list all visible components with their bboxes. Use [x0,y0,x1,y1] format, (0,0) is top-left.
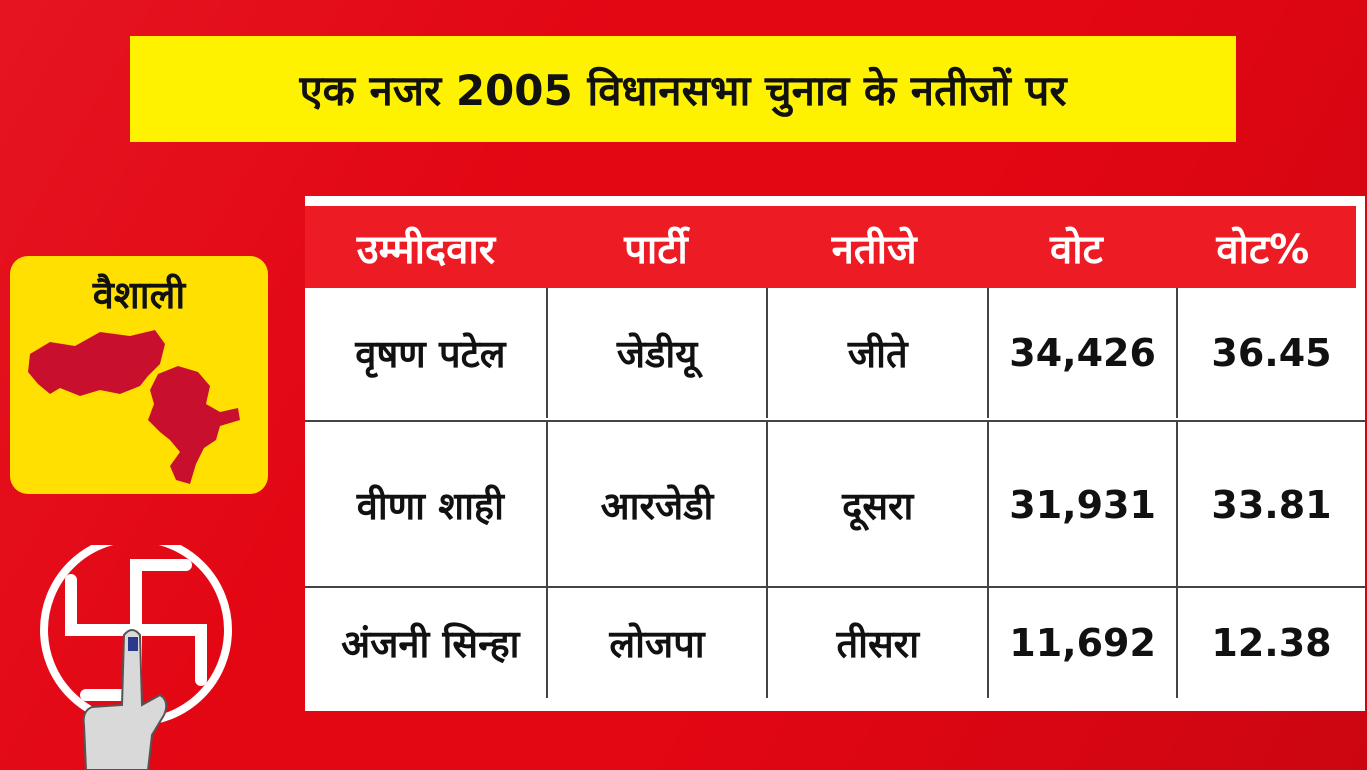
district-map-icon [28,330,240,484]
result-cell: जीते [768,288,990,418]
result-cell: तीसरा [768,588,990,698]
party-cell: आरजेडी [548,422,769,588]
candidate-cell: अंजनी सिन्हा [305,588,548,698]
vote-percent-cell: 12.38 [1211,621,1332,665]
votes-cell: 31,931 [989,422,1179,588]
party-cell: जेडीयू [548,288,769,418]
table-header: उम्मीदवार पार्टी नतीजे वोट वोट% [305,206,1356,288]
result-cell: दूसरा [768,422,990,588]
table-row: वीणा शाही आरजेडी दूसरा 31,931 33.81 [305,420,1365,588]
header-vote-percent: वोट% [1216,226,1310,273]
page-title: एक नजर 2005 विधानसभा चुनाव के नतीजों पर [299,65,1067,115]
results-table: उम्मीदवार पार्टी नतीजे वोट वोट% वृषण पटे… [305,196,1365,711]
vote-percent-cell: 36.45 [1211,331,1332,375]
district-card: वैशाली [10,256,268,494]
header-party: पार्टी [624,226,688,273]
voting-swastik-finger-icon [40,545,232,770]
district-name: वैशाली [92,273,186,317]
title-banner: एक नजर 2005 विधानसभा चुनाव के नतीजों पर [130,36,1236,142]
candidate-cell: वीणा शाही [305,422,548,588]
candidate-cell: वृषण पटेल [305,288,548,418]
header-candidate: उम्मीदवार [356,226,496,273]
table-row: अंजनी सिन्हा लोजपा तीसरा 11,692 12.38 [305,586,1365,698]
votes-cell: 34,426 [989,288,1179,418]
vote-percent-cell: 33.81 [1211,483,1332,527]
table-row: वृषण पटेल जेडीयू जीते 34,426 36.45 [305,288,1365,418]
header-votes: वोट [1049,226,1103,273]
header-result: नतीजे [831,226,917,273]
party-cell: लोजपा [548,588,769,698]
votes-cell: 11,692 [989,588,1179,698]
